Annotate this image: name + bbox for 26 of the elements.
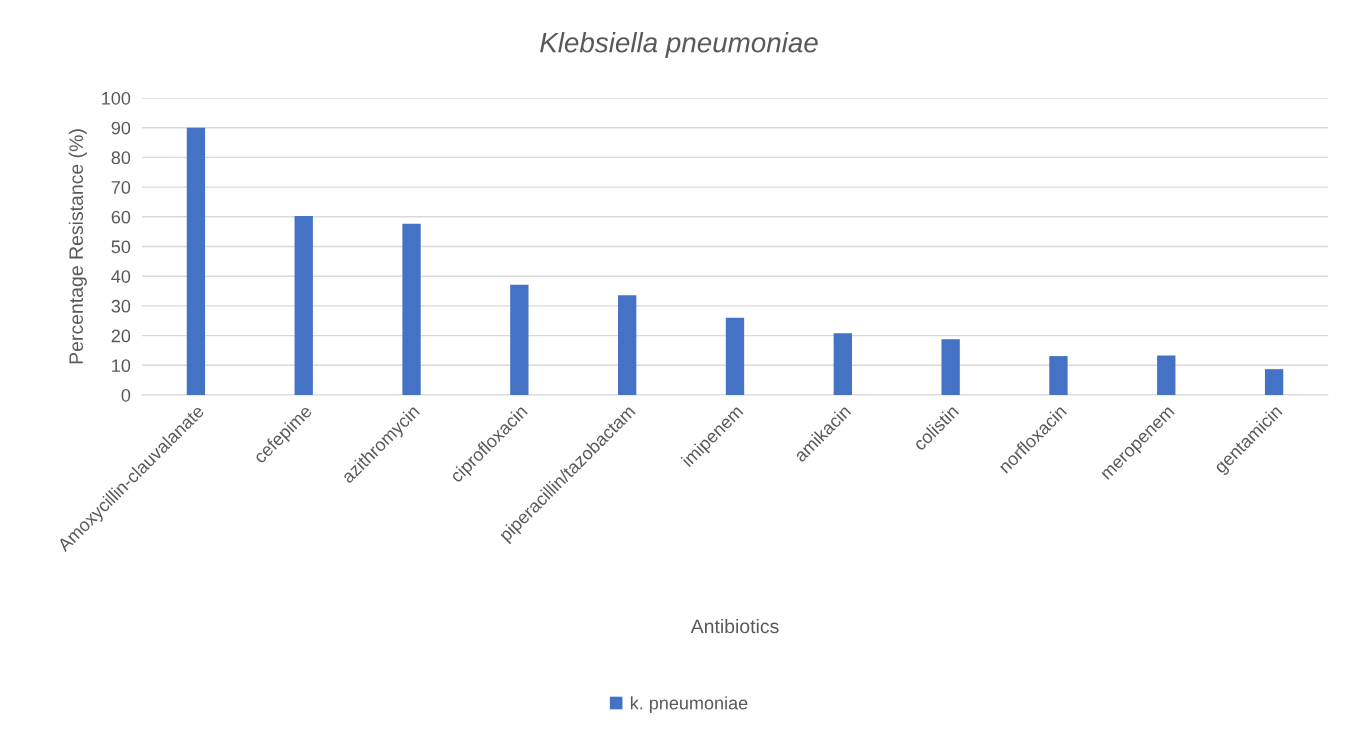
y-tick-label: 20 xyxy=(111,329,131,343)
bar xyxy=(1264,369,1284,395)
y-tick-label: 60 xyxy=(111,210,131,224)
bar xyxy=(294,215,313,395)
bar xyxy=(1157,355,1176,395)
bar xyxy=(725,317,745,395)
y-tick-label: 100 xyxy=(102,91,131,105)
y-tick-label: 30 xyxy=(111,299,131,313)
y-tick-label: 40 xyxy=(111,270,131,283)
y-tick-label: 90 xyxy=(111,121,131,135)
bar xyxy=(1049,356,1068,395)
chart-title: Klebsiella pneumoniae xyxy=(540,32,818,58)
y-tick-label: 80 xyxy=(111,151,131,165)
legend-label: k. pneumoniae xyxy=(630,696,748,714)
y-tick-label: 50 xyxy=(111,240,131,254)
bar xyxy=(510,284,529,395)
y-tick-label: 10 xyxy=(112,359,131,373)
y-tick-label: 0 xyxy=(121,388,131,402)
y-tick-label: 70 xyxy=(111,181,131,194)
x-axis-title: Antibiotics xyxy=(690,618,779,634)
bar xyxy=(402,223,421,395)
bar xyxy=(618,295,637,395)
bar xyxy=(833,333,852,395)
bar xyxy=(186,127,206,395)
y-axis-title: Percentage Resistance (%) xyxy=(68,129,87,364)
bar xyxy=(941,339,960,395)
